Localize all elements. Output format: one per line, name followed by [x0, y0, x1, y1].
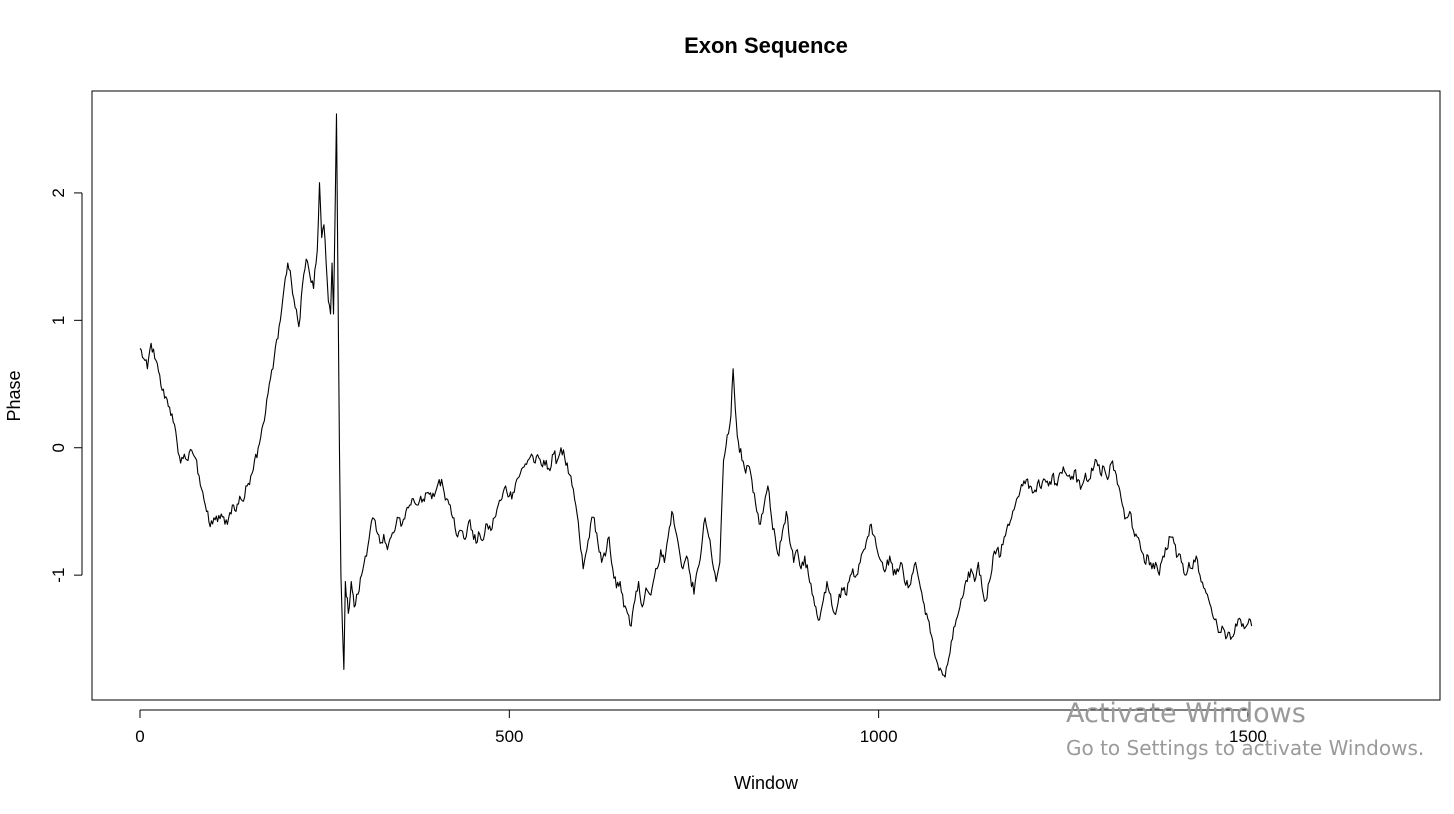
plot-frame [91, 90, 1441, 701]
chart-title: Exon Sequence [684, 33, 848, 58]
x-axis-label: Window [734, 773, 799, 793]
x-tick-label: 500 [495, 727, 523, 746]
x-tick-label: 0 [135, 727, 144, 746]
y-axis-label: Phase [4, 370, 24, 421]
y-tick-label: 0 [49, 443, 68, 452]
series-line-phase [139, 113, 1253, 678]
x-axis: 0 500 1000 1500 [135, 709, 1267, 746]
x-tick-label: 1000 [860, 727, 898, 746]
watermark-title: Activate Windows [1066, 698, 1306, 729]
watermark-subtitle: Go to Settings to activate Windows. [1066, 736, 1424, 760]
y-axis: -1 0 1 2 [49, 188, 83, 583]
y-tick-label: -1 [49, 568, 68, 583]
x-tick-label: 1500 [1229, 727, 1267, 746]
y-tick-label: 1 [49, 316, 68, 325]
y-tick-label: 2 [49, 188, 68, 197]
